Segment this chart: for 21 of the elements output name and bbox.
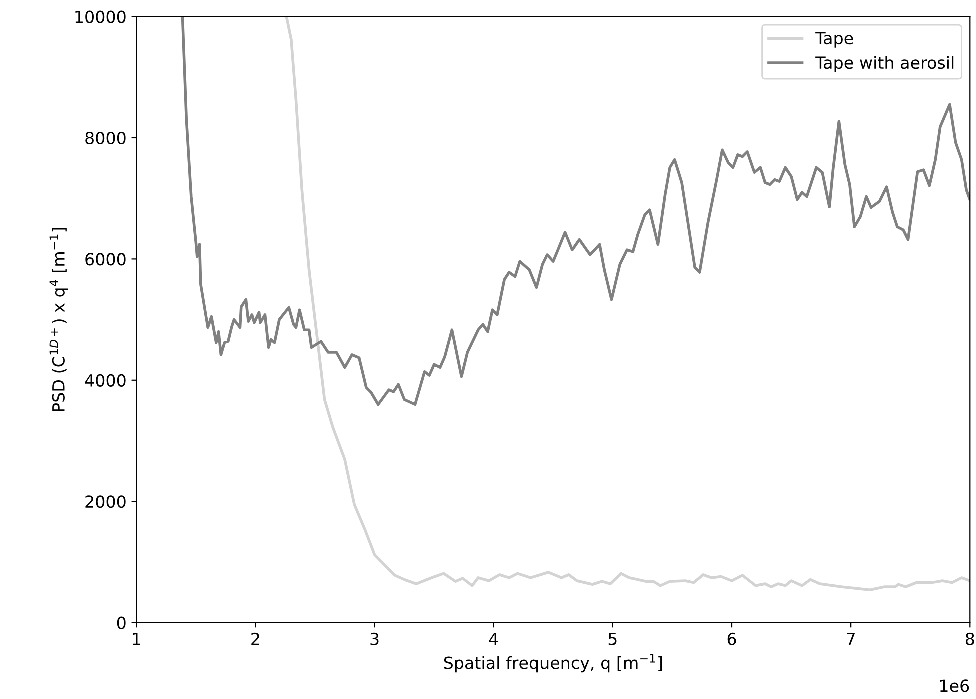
x-axis-title: Spatial frequency, q [m$^{−1}$] <box>444 654 662 673</box>
x-tick-label: 5 <box>608 633 617 646</box>
line-series <box>181 16 970 406</box>
y-tick-label: 0 <box>117 616 126 630</box>
y-tick-label: 8000 <box>86 132 126 145</box>
line-series <box>285 16 970 592</box>
x-tick-label: 1 <box>133 633 140 646</box>
y-tick-label: 6000 <box>86 253 126 266</box>
y-tick-label: 2000 <box>86 496 126 508</box>
x-tick-label: 2 <box>252 632 260 646</box>
x-tick-label: 4 <box>489 633 498 646</box>
y-tick-label: 4000 <box>85 374 126 387</box>
y-tick-label: 10000 <box>76 10 126 24</box>
y-axis-title: PSD (C$^{1D+}$) x q$^{4}$ [m$^{−1}$] <box>50 228 68 412</box>
legend-label: Tape with aerosil <box>816 56 954 72</box>
x-tick-label: 7 <box>847 633 855 646</box>
x-tick-label: 8 <box>966 632 974 646</box>
x-tick-label: 3 <box>370 632 379 646</box>
legend-label: Tape <box>816 32 854 48</box>
text: 1e6 <box>940 680 970 692</box>
x-tick-label: 6 <box>728 632 736 646</box>
